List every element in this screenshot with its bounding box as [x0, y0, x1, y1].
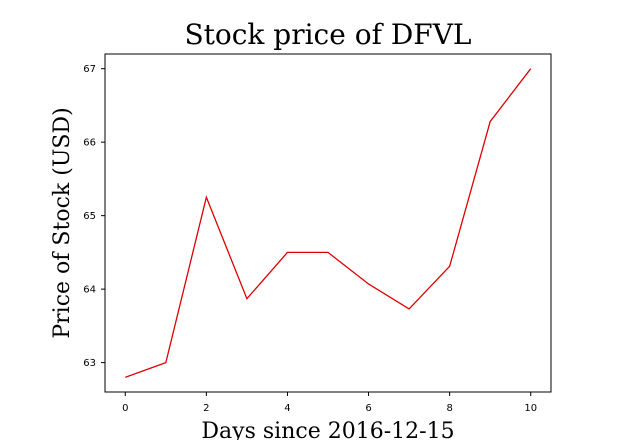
- y-tick-label: 67: [83, 64, 96, 75]
- plot-frame: [104, 53, 552, 393]
- x-tick-label: 0: [122, 403, 128, 414]
- y-tick-label: 66: [83, 138, 96, 149]
- x-tick-label: 4: [284, 403, 290, 414]
- chart-title: Stock price of DFVL: [184, 18, 471, 51]
- x-tick-label: 8: [446, 403, 452, 414]
- y-tick-label: 63: [83, 358, 96, 369]
- y-tick-label: 65: [83, 211, 96, 222]
- y-axis-label: Price of Stock (USD): [50, 107, 75, 338]
- x-tick-label: 10: [524, 403, 537, 414]
- y-tick-label: 64: [83, 285, 96, 296]
- x-tick-label: 2: [203, 403, 209, 414]
- x-tick-label: 6: [365, 403, 371, 414]
- plot-area: 0 2 4 6 8 10 63 64 65 66 67: [83, 64, 537, 414]
- x-axis-label: Days since 2016-12-15: [201, 419, 454, 440]
- series-line: [125, 68, 532, 378]
